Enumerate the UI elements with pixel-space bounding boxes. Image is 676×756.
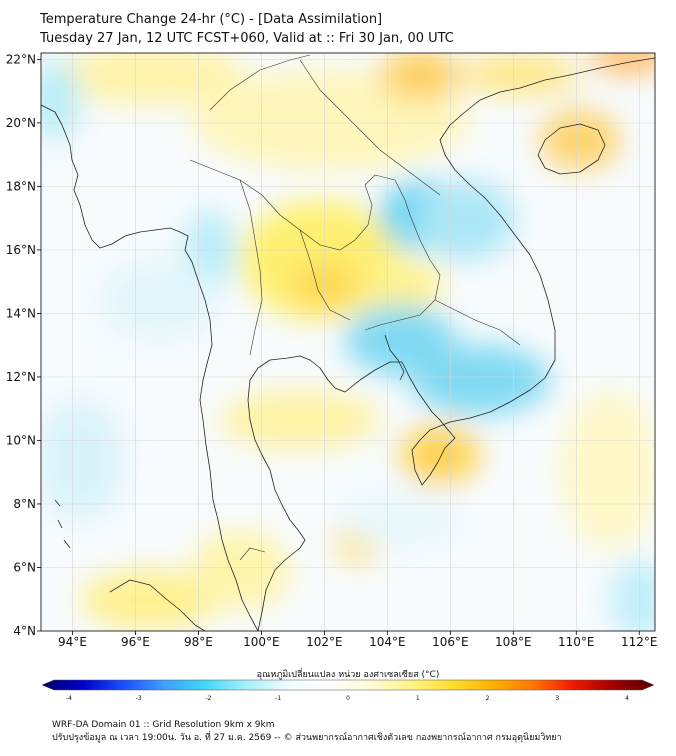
colorbar-ticks: -4 -3 -2 -1 0 1 2 3 4 <box>66 695 629 702</box>
colorbar-tick-label: -1 <box>275 695 281 702</box>
colorbar-tick-label: -2 <box>206 695 212 702</box>
lon-tick-label: 100°E <box>243 635 280 649</box>
lon-tick-label: 106°E <box>432 635 469 649</box>
lat-tick-label: 6°N <box>13 560 36 574</box>
lat-tick-label: 14°N <box>6 306 36 320</box>
country-borders <box>189 54 521 561</box>
lat-tick-label: 22°N <box>6 52 36 66</box>
colorbar-title: อุณหภูมิเปลี่ยนแปลง หน่วย องศาเซลเซียส (… <box>257 667 440 680</box>
lon-tick-label: 104°E <box>369 635 406 649</box>
lat-tick-label: 18°N <box>6 179 36 193</box>
lat-tick-label: 12°N <box>6 370 36 384</box>
colorbar-tick-label: 4 <box>625 695 629 702</box>
map-frame <box>40 52 656 632</box>
colorbar-tick-label: 2 <box>486 695 490 702</box>
colorbar-tick-label: 0 <box>346 695 350 702</box>
longitude-axis: 94°E 96°E 98°E 100°E 102°E 104°E 106°E 108°E 110… <box>58 631 658 649</box>
colorbar-tick-label: -3 <box>136 695 142 702</box>
lon-tick-label: 98°E <box>184 635 213 649</box>
lon-tick-label: 102°E <box>306 635 343 649</box>
temperature-field <box>41 53 655 631</box>
lat-tick-label: 16°N <box>6 243 36 257</box>
lon-tick-label: 110°E <box>558 635 595 649</box>
lon-tick-label: 96°E <box>121 635 150 649</box>
lat-tick-label: 8°N <box>13 497 36 511</box>
lat-tick-label: 20°N <box>6 116 36 130</box>
colorbar-tick-label: 3 <box>555 695 559 702</box>
lon-tick-label: 94°E <box>58 635 87 649</box>
colorbar <box>41 679 655 691</box>
colorbar-tick-label: -4 <box>66 695 72 702</box>
latitude-axis: 4°N 6°N 8°N 10°N 12°N 14°N 16°N 18°N 20°N 22°N <box>6 52 41 638</box>
lat-tick-label: 4°N <box>13 624 36 638</box>
footer-model-info: WRF-DA Domain 01 :: Grid Resolution 9km … <box>52 720 275 730</box>
colorbar-tick-label: 1 <box>416 695 420 702</box>
lon-tick-label: 112°E <box>621 635 658 649</box>
footer-credit: ปรับปรุงข้อมูล ณ เวลา 19:00น. วัน อ. ที่… <box>52 733 562 743</box>
coastlines <box>41 57 655 631</box>
lat-tick-label: 10°N <box>6 433 36 447</box>
chart-title: Temperature Change 24-hr (°C) - [Data As… <box>40 12 383 27</box>
chart-subtitle: Tuesday 27 Jan, 12 UTC FCST+060, Valid a… <box>40 31 454 46</box>
lon-tick-label: 108°E <box>495 635 532 649</box>
